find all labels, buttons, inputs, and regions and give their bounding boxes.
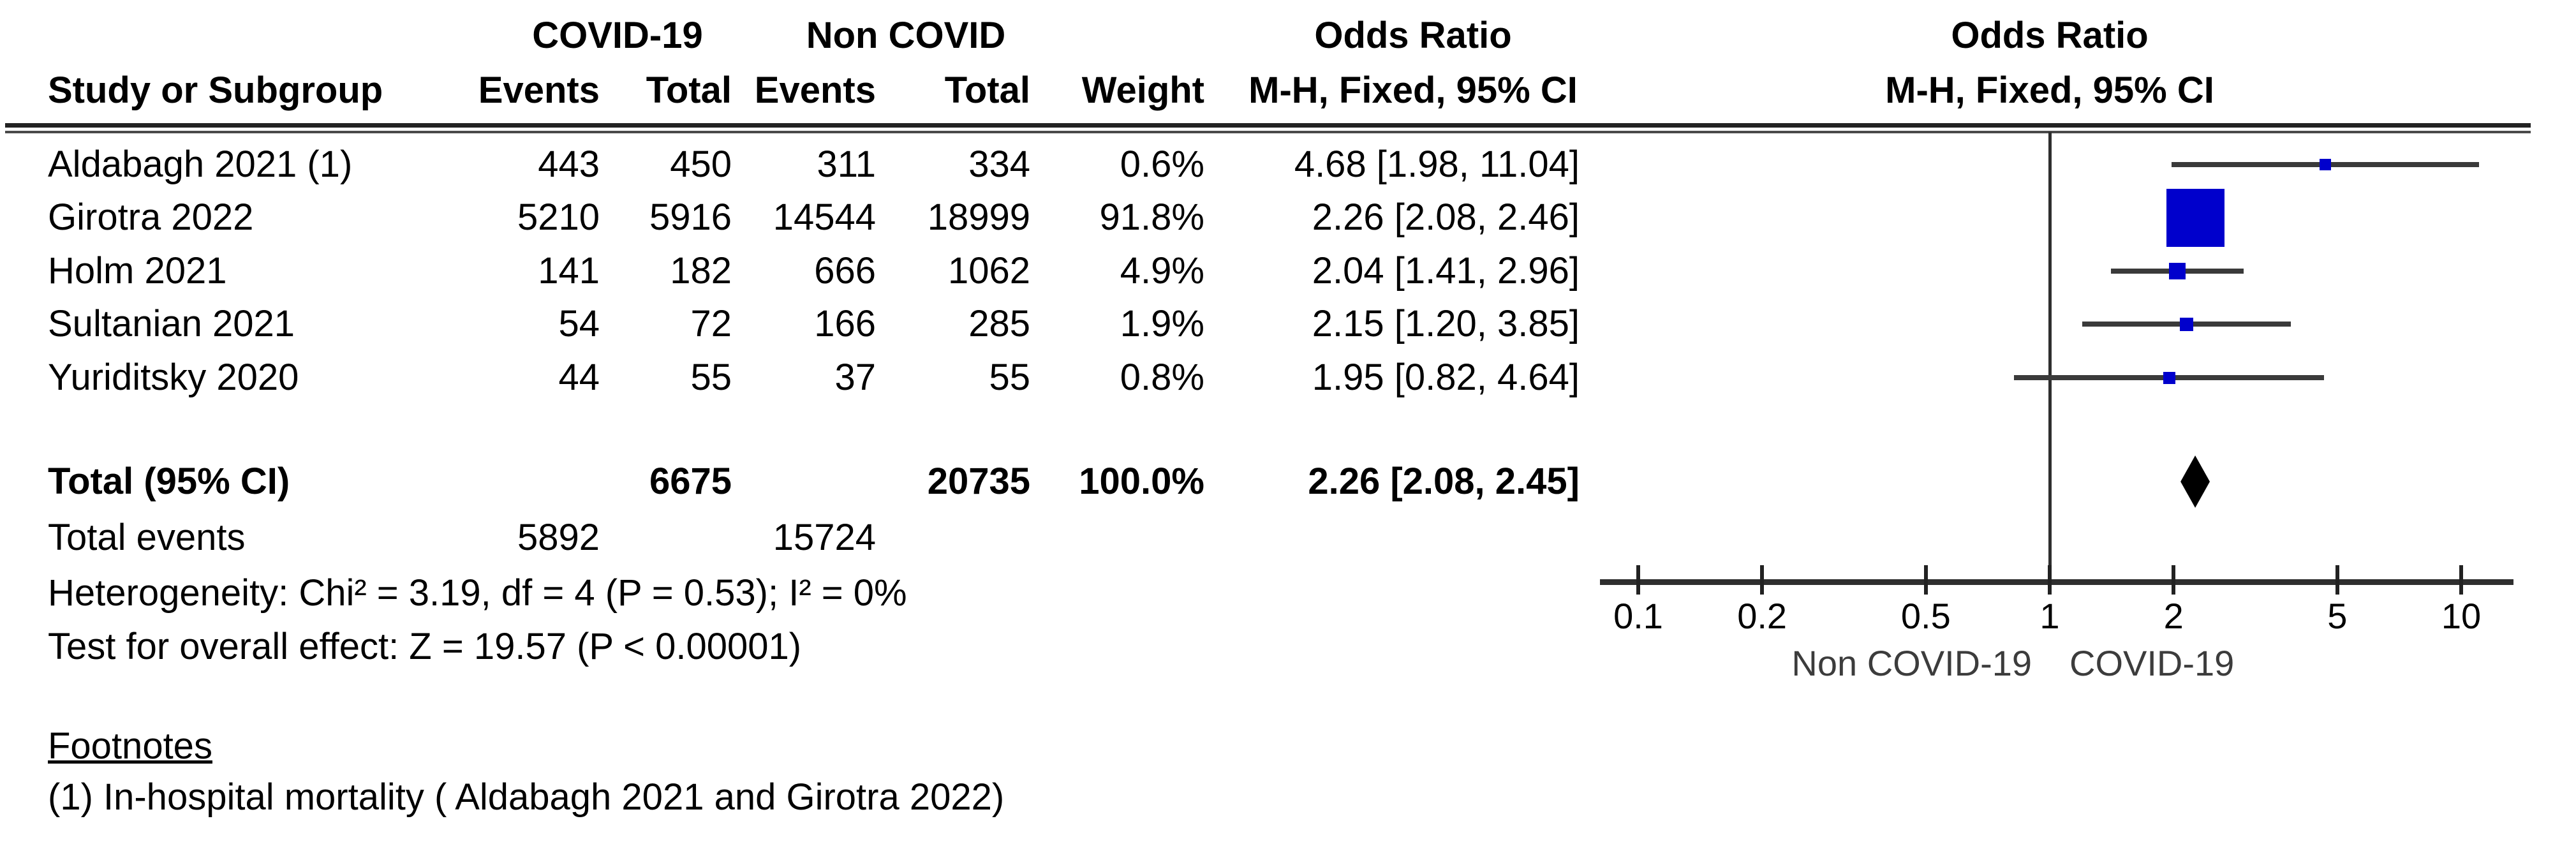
or-header-left: Odds Ratio — [1314, 15, 1512, 56]
col-total2-header: Total — [944, 70, 1030, 111]
axis-tick — [2459, 565, 2463, 595]
col-weight-header: Weight — [1081, 70, 1204, 111]
table-row: Sultanian 2021 54 72 166 285 1.9% 2.15 [1.20, … — [0, 297, 2576, 351]
events2-cell: 14544 — [773, 196, 876, 238]
axis-label-right: COVID-19 — [2069, 643, 2235, 683]
total-total1: 6675 — [649, 461, 732, 502]
events1-cell: 141 — [538, 250, 600, 292]
weight-cell: 1.9% — [1120, 303, 1204, 344]
or-ci-cell: 4.68 [1.98, 11.04] — [1294, 144, 1580, 185]
axis-tick — [2335, 565, 2339, 595]
total-events1: 5892 — [517, 517, 600, 558]
null-effect-line — [2048, 132, 2052, 582]
events2-cell: 666 — [814, 250, 876, 292]
weight-cell: 0.6% — [1120, 144, 1204, 185]
study-name: Holm 2021 — [48, 250, 227, 292]
study-name: Girotra 2022 — [48, 196, 254, 238]
total1-cell: 72 — [690, 303, 732, 344]
group2-header: Non COVID — [806, 15, 1006, 56]
total-events2: 15724 — [773, 517, 876, 558]
axis-tick-label: 1 — [2039, 596, 2060, 636]
total2-cell: 285 — [968, 303, 1030, 344]
total1-cell: 55 — [690, 357, 732, 398]
total-weight: 100.0% — [1079, 461, 1204, 502]
study-name: Aldabagh 2021 (1) — [48, 144, 353, 185]
axis-tick-label: 0.5 — [1900, 596, 1951, 636]
effect-marker — [2163, 371, 2175, 384]
axis-tick — [1760, 565, 1765, 595]
or-ci-cell: 2.15 [1.20, 3.85] — [1312, 303, 1580, 344]
or-ci-cell: 2.04 [1.41, 2.96] — [1312, 250, 1580, 292]
axis-tick-label: 10 — [2441, 596, 2482, 636]
total2-cell: 55 — [989, 357, 1030, 398]
table-row: Girotra 2022 5210 5916 14544 18999 91.8% 2.26 … — [0, 191, 2576, 244]
effect-marker — [2168, 263, 2186, 279]
axis-tick — [2048, 565, 2052, 595]
total2-cell: 18999 — [927, 196, 1030, 238]
events1-cell: 5210 — [517, 196, 600, 238]
method-header-left: M-H, Fixed, 95% CI — [1248, 70, 1578, 111]
effect-marker — [2179, 317, 2193, 331]
col-total1-header: Total — [646, 70, 732, 111]
total1-cell: 450 — [670, 144, 732, 185]
events1-cell: 443 — [538, 144, 600, 185]
total-events-label: Total events — [48, 517, 246, 558]
col-study-header: Study or Subgroup — [48, 70, 383, 111]
x-axis — [1600, 579, 2513, 585]
total1-cell: 182 — [670, 250, 732, 292]
axis-tick-label: 5 — [2327, 596, 2348, 636]
total1-cell: 5916 — [649, 196, 732, 238]
events1-cell: 44 — [558, 357, 600, 398]
col-events1-header: Events — [478, 70, 600, 111]
events2-cell: 37 — [834, 357, 876, 398]
study-name: Yuriditsky 2020 — [48, 357, 299, 398]
overall-effect-text: Test for overall effect: Z = 19.57 (P < … — [48, 626, 802, 667]
table-row: Yuriditsky 2020 44 55 37 55 0.8% 1.95 [0.82, 4… — [0, 351, 2576, 404]
group1-header: COVID-19 — [532, 15, 703, 56]
method-header-right: M-H, Fixed, 95% CI — [1885, 70, 2214, 111]
total-row: Total (95% CI) 6675 20735 100.0% 2.26 [2… — [0, 455, 2576, 508]
table-row: Aldabagh 2021 (1) 443 450 311 334 0.6% 4.68 [1… — [0, 138, 2576, 191]
effect-marker — [2320, 159, 2332, 170]
table-row: Holm 2021 141 182 666 1062 4.9% 2.04 [1.41, 2.… — [0, 244, 2576, 298]
heterogeneity-text: Heterogeneity: Chi² = 3.19, df = 4 (P = … — [48, 572, 907, 614]
events2-cell: 166 — [814, 303, 876, 344]
total2-cell: 1062 — [947, 250, 1030, 292]
axis-label-left: Non COVID-19 — [1791, 643, 2032, 683]
events2-cell: 311 — [817, 144, 876, 185]
col-events2-header: Events — [754, 70, 876, 111]
total2-cell: 334 — [968, 144, 1030, 185]
axis-tick — [1636, 565, 1640, 595]
footnotes-title: Footnotes — [48, 725, 212, 767]
weight-cell: 4.9% — [1120, 250, 1204, 292]
effect-marker — [2166, 188, 2224, 247]
footnote-1: (1) In-hospital mortality ( Aldabagh 202… — [48, 776, 1005, 818]
total-or-ci: 2.26 [2.08, 2.45] — [1308, 461, 1580, 502]
total-total2: 20735 — [927, 461, 1030, 502]
total-events-row: Total events 5892 15724 — [0, 511, 2576, 565]
or-ci-cell: 2.26 [2.08, 2.46] — [1312, 196, 1580, 238]
or-header-right: Odds Ratio — [1951, 15, 2149, 56]
or-ci-cell: 1.95 [0.82, 4.64] — [1312, 357, 1580, 398]
events1-cell: 54 — [558, 303, 600, 344]
axis-tick-label: 0.1 — [1613, 596, 1663, 636]
axis-tick-label: 0.2 — [1737, 596, 1788, 636]
weight-cell: 91.8% — [1099, 196, 1204, 238]
header-rule — [5, 123, 2531, 133]
axis-tick — [1923, 565, 1928, 595]
study-name: Sultanian 2021 — [48, 303, 295, 344]
axis-tick-label: 2 — [2163, 596, 2184, 636]
total-label: Total (95% CI) — [48, 461, 290, 502]
weight-cell: 0.8% — [1120, 357, 1204, 398]
axis-tick — [2172, 565, 2176, 595]
